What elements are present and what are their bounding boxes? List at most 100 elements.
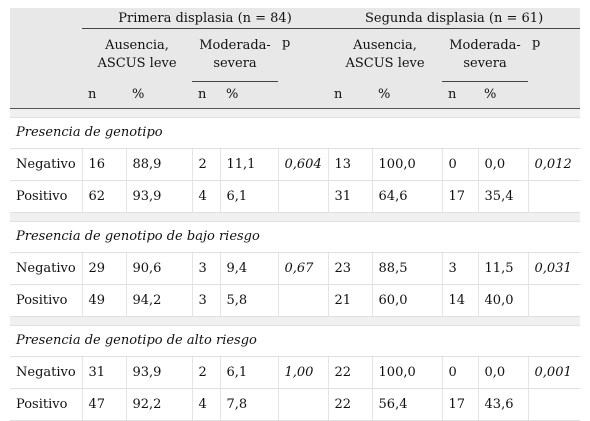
cell: 0 xyxy=(441,356,479,389)
header-sub-row: Ausencia, ASCUS leve Moderada-severa p Au… xyxy=(10,28,581,82)
section-spacer xyxy=(10,316,581,326)
cell: 5,8 xyxy=(219,284,278,317)
cell: 93,9 xyxy=(125,356,192,389)
cell: 6,1 xyxy=(219,356,278,389)
cell: 7,8 xyxy=(219,388,278,421)
section-spacer xyxy=(10,212,581,222)
cell: 16 xyxy=(81,148,126,181)
cell: 3 xyxy=(441,252,479,285)
row-label: Negativo xyxy=(10,148,82,181)
cell: 21 xyxy=(327,284,373,317)
g2-absence-header: Ausencia, ASCUS leve xyxy=(328,28,443,81)
g1-absence-header: Ausencia, ASCUS leve xyxy=(82,28,192,81)
cell: 4 xyxy=(191,180,220,213)
cell: 14 xyxy=(441,284,479,317)
unit-n: n xyxy=(442,81,479,109)
p-value xyxy=(277,284,329,317)
unit-pct: % xyxy=(220,81,278,109)
cell: 3 xyxy=(191,252,220,285)
cell: 2 xyxy=(191,148,220,181)
cell: 13 xyxy=(327,148,373,181)
table-row: Negativo 31 93,9 2 6,1 1,00 22 100,0 0 0… xyxy=(10,356,581,389)
cell: 0,0 xyxy=(477,356,529,389)
row-label: Negativo xyxy=(10,252,82,285)
p-value: 0,031 xyxy=(527,252,581,285)
cell: 40,0 xyxy=(477,284,529,317)
cell: 6,1 xyxy=(219,180,278,213)
cell: 22 xyxy=(327,356,373,389)
section-title: Presencia de genotipo xyxy=(10,117,581,149)
cell: 93,9 xyxy=(125,180,192,213)
section-title-row: Presencia de genotipo xyxy=(10,117,581,149)
unit-n: n xyxy=(328,81,373,109)
row-label: Negativo xyxy=(10,356,82,389)
table-row: Negativo 16 88,9 2 11,1 0,604 13 100,0 0… xyxy=(10,148,581,181)
cell: 62 xyxy=(81,180,126,213)
unit-pct: % xyxy=(478,81,529,109)
table-row: Negativo 29 90,6 3 9,4 0,67 23 88,5 3 11… xyxy=(10,252,581,285)
p-value: 0,67 xyxy=(277,252,329,285)
table-row: Positivo 49 94,2 3 5,8 21 60,0 14 40,0 xyxy=(10,284,581,317)
section-spacer xyxy=(10,108,581,118)
cell: 90,6 xyxy=(125,252,192,285)
unit-n: n xyxy=(82,81,126,109)
p-value: 0,604 xyxy=(277,148,329,181)
cell: 22 xyxy=(327,388,373,421)
p-value xyxy=(277,388,329,421)
cell: 56,4 xyxy=(371,388,443,421)
header-group-row: Primera displasia (n = 84) Segunda displ… xyxy=(10,8,581,29)
section-title-row: Presencia de genotipo de bajo riesgo xyxy=(10,221,581,253)
unit-n: n xyxy=(192,81,220,109)
header-unit-row: n % n % n % n % xyxy=(10,81,581,109)
p-value xyxy=(527,284,581,317)
p-value xyxy=(527,388,581,421)
g2-p-header: p xyxy=(528,28,581,81)
cell: 0,0 xyxy=(477,148,529,181)
p-value: 1,00 xyxy=(277,356,329,389)
row-label: Positivo xyxy=(10,388,82,421)
cell: 47 xyxy=(81,388,126,421)
g1-moderate-header: Moderada-severa xyxy=(192,28,278,82)
section-title-row: Presencia de genotipo de alto riesgo xyxy=(10,325,581,357)
cell: 64,6 xyxy=(371,180,443,213)
p-value: 0,001 xyxy=(527,356,581,389)
cell: 92,2 xyxy=(125,388,192,421)
cell: 17 xyxy=(441,388,479,421)
cell: 88,9 xyxy=(125,148,192,181)
unit-pct: % xyxy=(126,81,192,109)
cell: 11,5 xyxy=(477,252,529,285)
cell: 100,0 xyxy=(371,148,443,181)
table-container: Primera displasia (n = 84) Segunda displ… xyxy=(10,8,581,421)
section-title: Presencia de genotipo de alto riesgo xyxy=(10,325,581,357)
cell: 100,0 xyxy=(371,356,443,389)
unit-pct: % xyxy=(372,81,443,109)
cell: 3 xyxy=(191,284,220,317)
p-value: 0,012 xyxy=(527,148,581,181)
group1-header: Primera displasia (n = 84) xyxy=(82,8,329,29)
group2-header: Segunda displasia (n = 61) xyxy=(328,8,581,29)
cell: 29 xyxy=(81,252,126,285)
cell: 94,2 xyxy=(125,284,192,317)
cell: 9,4 xyxy=(219,252,278,285)
row-label: Positivo xyxy=(10,180,82,213)
cell: 60,0 xyxy=(371,284,443,317)
cell: 11,1 xyxy=(219,148,278,181)
section-title: Presencia de genotipo de bajo riesgo xyxy=(10,221,581,253)
g2-moderate-header: Moderada-severa xyxy=(442,28,529,82)
table-row: Positivo 47 92,2 4 7,8 22 56,4 17 43,6 xyxy=(10,388,581,421)
p-value xyxy=(527,180,581,213)
cell: 23 xyxy=(327,252,373,285)
cell: 17 xyxy=(441,180,479,213)
cell: 2 xyxy=(191,356,220,389)
cell: 49 xyxy=(81,284,126,317)
p-value xyxy=(277,180,329,213)
cell: 31 xyxy=(81,356,126,389)
cell: 0 xyxy=(441,148,479,181)
cell: 31 xyxy=(327,180,373,213)
row-label: Positivo xyxy=(10,284,82,317)
displasia-table: Primera displasia (n = 84) Segunda displ… xyxy=(10,8,581,421)
cell: 88,5 xyxy=(371,252,443,285)
cell: 4 xyxy=(191,388,220,421)
cell: 35,4 xyxy=(477,180,529,213)
table-row: Positivo 62 93,9 4 6,1 31 64,6 17 35,4 xyxy=(10,180,581,213)
